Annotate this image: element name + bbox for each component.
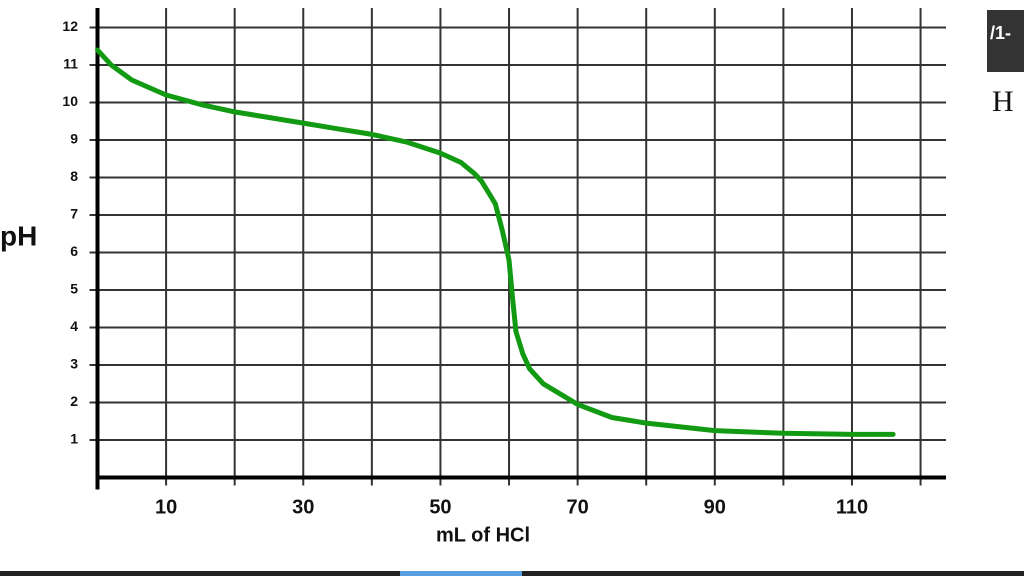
y-tick-label: 4 [70, 318, 78, 334]
ui-tab [987, 10, 1024, 72]
x-tick-label: 110 [836, 496, 868, 518]
y-tick-label: 2 [70, 393, 78, 409]
ui-bottom-highlight [400, 571, 522, 576]
ui-tab-label: /1- [990, 23, 1011, 43]
y-tick-label: 7 [70, 206, 78, 222]
y-tick-label: 8 [70, 168, 78, 184]
y-tick-label: 3 [70, 356, 78, 372]
y-tick-label: 5 [70, 281, 78, 297]
data-line [95, 47, 896, 437]
x-tick-label: 10 [155, 496, 177, 518]
y-tick-label: 6 [70, 243, 78, 259]
y-tick-label: 10 [62, 93, 78, 109]
ui-heading-fragment: H [992, 85, 1014, 118]
y-axis-label: pH [0, 220, 37, 251]
y-tick-label: 9 [70, 131, 78, 147]
x-tick-label: 90 [704, 496, 726, 518]
y-tick-label: 11 [63, 56, 78, 72]
x-tick-label: 30 [292, 496, 314, 518]
y-tick-label: 1 [70, 431, 78, 447]
x-tick-label: 50 [429, 496, 451, 518]
y-tick-label: 12 [62, 18, 78, 34]
x-axis-label: mL of HCl [436, 524, 530, 546]
x-tick-label: 70 [566, 496, 588, 518]
